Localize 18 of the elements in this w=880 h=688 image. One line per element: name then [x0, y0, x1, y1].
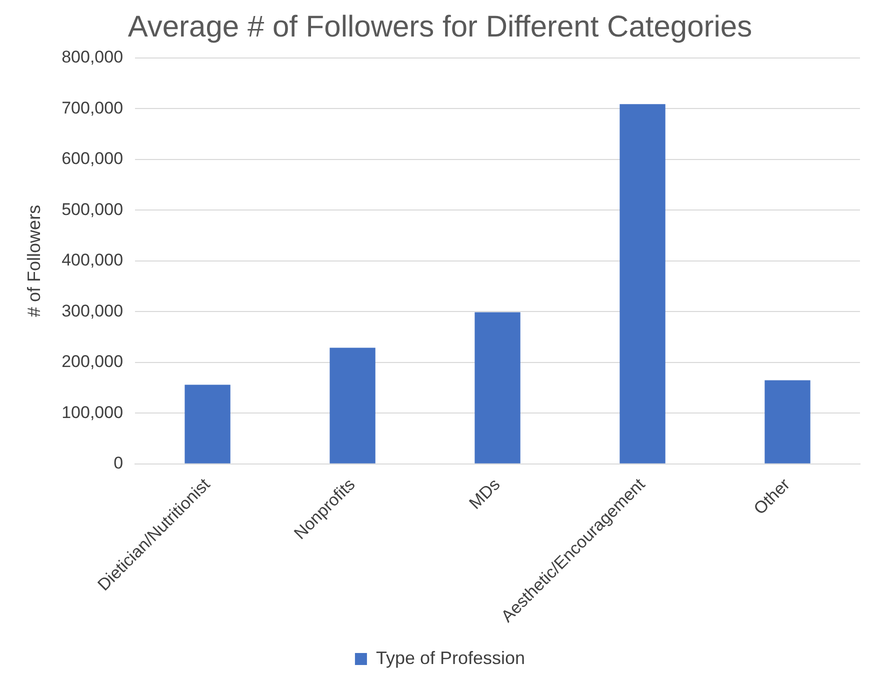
- y-tick-label: 700,000: [62, 98, 124, 118]
- y-axis-title: # of Followers: [24, 204, 44, 317]
- chart-title: Average # of Followers for Different Categories: [128, 10, 752, 44]
- y-tick-label: 0: [114, 454, 124, 473]
- bar: [184, 384, 230, 464]
- y-tick-label: 800,000: [62, 48, 124, 67]
- bar: [764, 380, 810, 464]
- bar: [620, 104, 666, 464]
- y-tick-label: 600,000: [62, 149, 124, 168]
- bar: [474, 312, 520, 464]
- x-tick-label: MDs: [466, 474, 504, 513]
- y-tick-label: 200,000: [62, 352, 124, 372]
- y-tick-label: 300,000: [62, 301, 124, 320]
- legend-label: Type of Profession: [376, 648, 526, 668]
- bar: [330, 348, 376, 464]
- y-tick-label: 100,000: [62, 402, 124, 422]
- y-tick-label: 400,000: [62, 250, 124, 270]
- y-tick-label: 500,000: [62, 200, 124, 219]
